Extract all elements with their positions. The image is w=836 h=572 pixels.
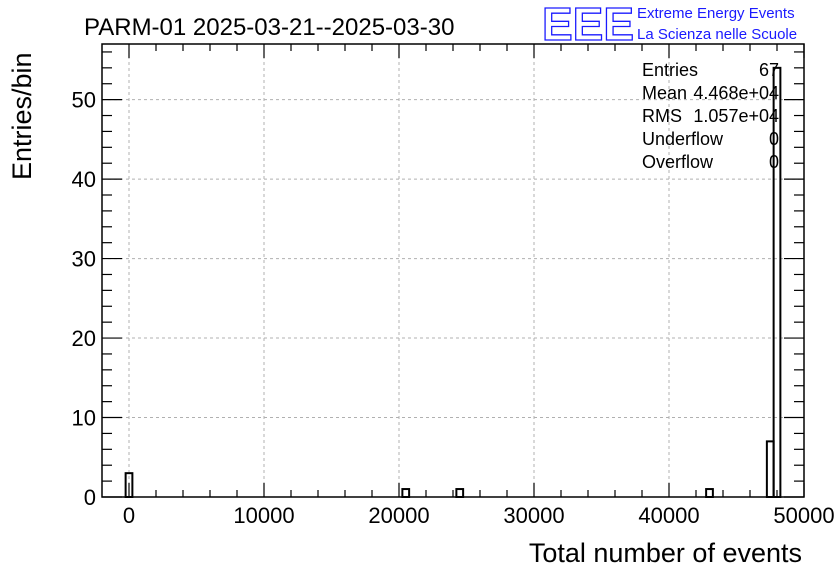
stats-label: RMS <box>642 106 682 126</box>
y-tick-label: 50 <box>72 88 96 113</box>
x-tick-label: 20000 <box>368 503 429 528</box>
y-tick-label: 20 <box>72 326 96 351</box>
stats-value: 1.057e+04 <box>693 106 779 126</box>
y-tick-label: 40 <box>72 167 96 192</box>
histogram-bar <box>401 488 411 499</box>
y-tick-label: 30 <box>72 247 96 272</box>
histogram-bar <box>705 488 714 499</box>
x-tick-label: 0 <box>123 503 135 528</box>
stats-value: 0 <box>769 152 779 172</box>
x-tick-label: 40000 <box>638 503 699 528</box>
y-axis-title: Entries/bin <box>7 52 37 180</box>
tick-labels: 0 10000 20000 30000 40000 50000 0 10 20 30 40 50 <box>72 88 835 528</box>
histogram-bar <box>455 488 465 499</box>
logo-line-2: La Scienza nelle Scuole <box>637 26 797 43</box>
y-tick-label: 10 <box>72 406 96 431</box>
y-tick-label: 0 <box>84 485 96 510</box>
chart-title: PARM-01 2025-03-21--2025-03-30 <box>84 14 454 41</box>
eee-logo-mark: EEE <box>542 0 634 50</box>
x-tick-label: 30000 <box>503 503 564 528</box>
stats-label: Overflow <box>642 152 714 172</box>
stats-label: Underflow <box>642 129 724 149</box>
logo-line-1: Extreme Energy Events <box>637 5 795 22</box>
x-tick-label: 10000 <box>233 503 294 528</box>
x-tick-label: 50000 <box>773 503 834 528</box>
stats-box: Entries 67 Mean 4.468e+04 RMS 1.057e+04 Underf… <box>642 60 779 172</box>
stats-value: 0 <box>769 129 779 149</box>
stats-value: 4.468e+04 <box>693 83 779 103</box>
axis-ticks <box>102 44 805 498</box>
stats-value: 67 <box>759 60 779 80</box>
stats-label: Entries <box>642 60 698 80</box>
x-axis-title: Total number of events <box>529 538 802 568</box>
eee-logo: EEE Extreme Energy Events La Scienza nel… <box>541 0 797 51</box>
histogram-bar <box>765 440 775 498</box>
stats-label: Mean <box>642 83 687 103</box>
